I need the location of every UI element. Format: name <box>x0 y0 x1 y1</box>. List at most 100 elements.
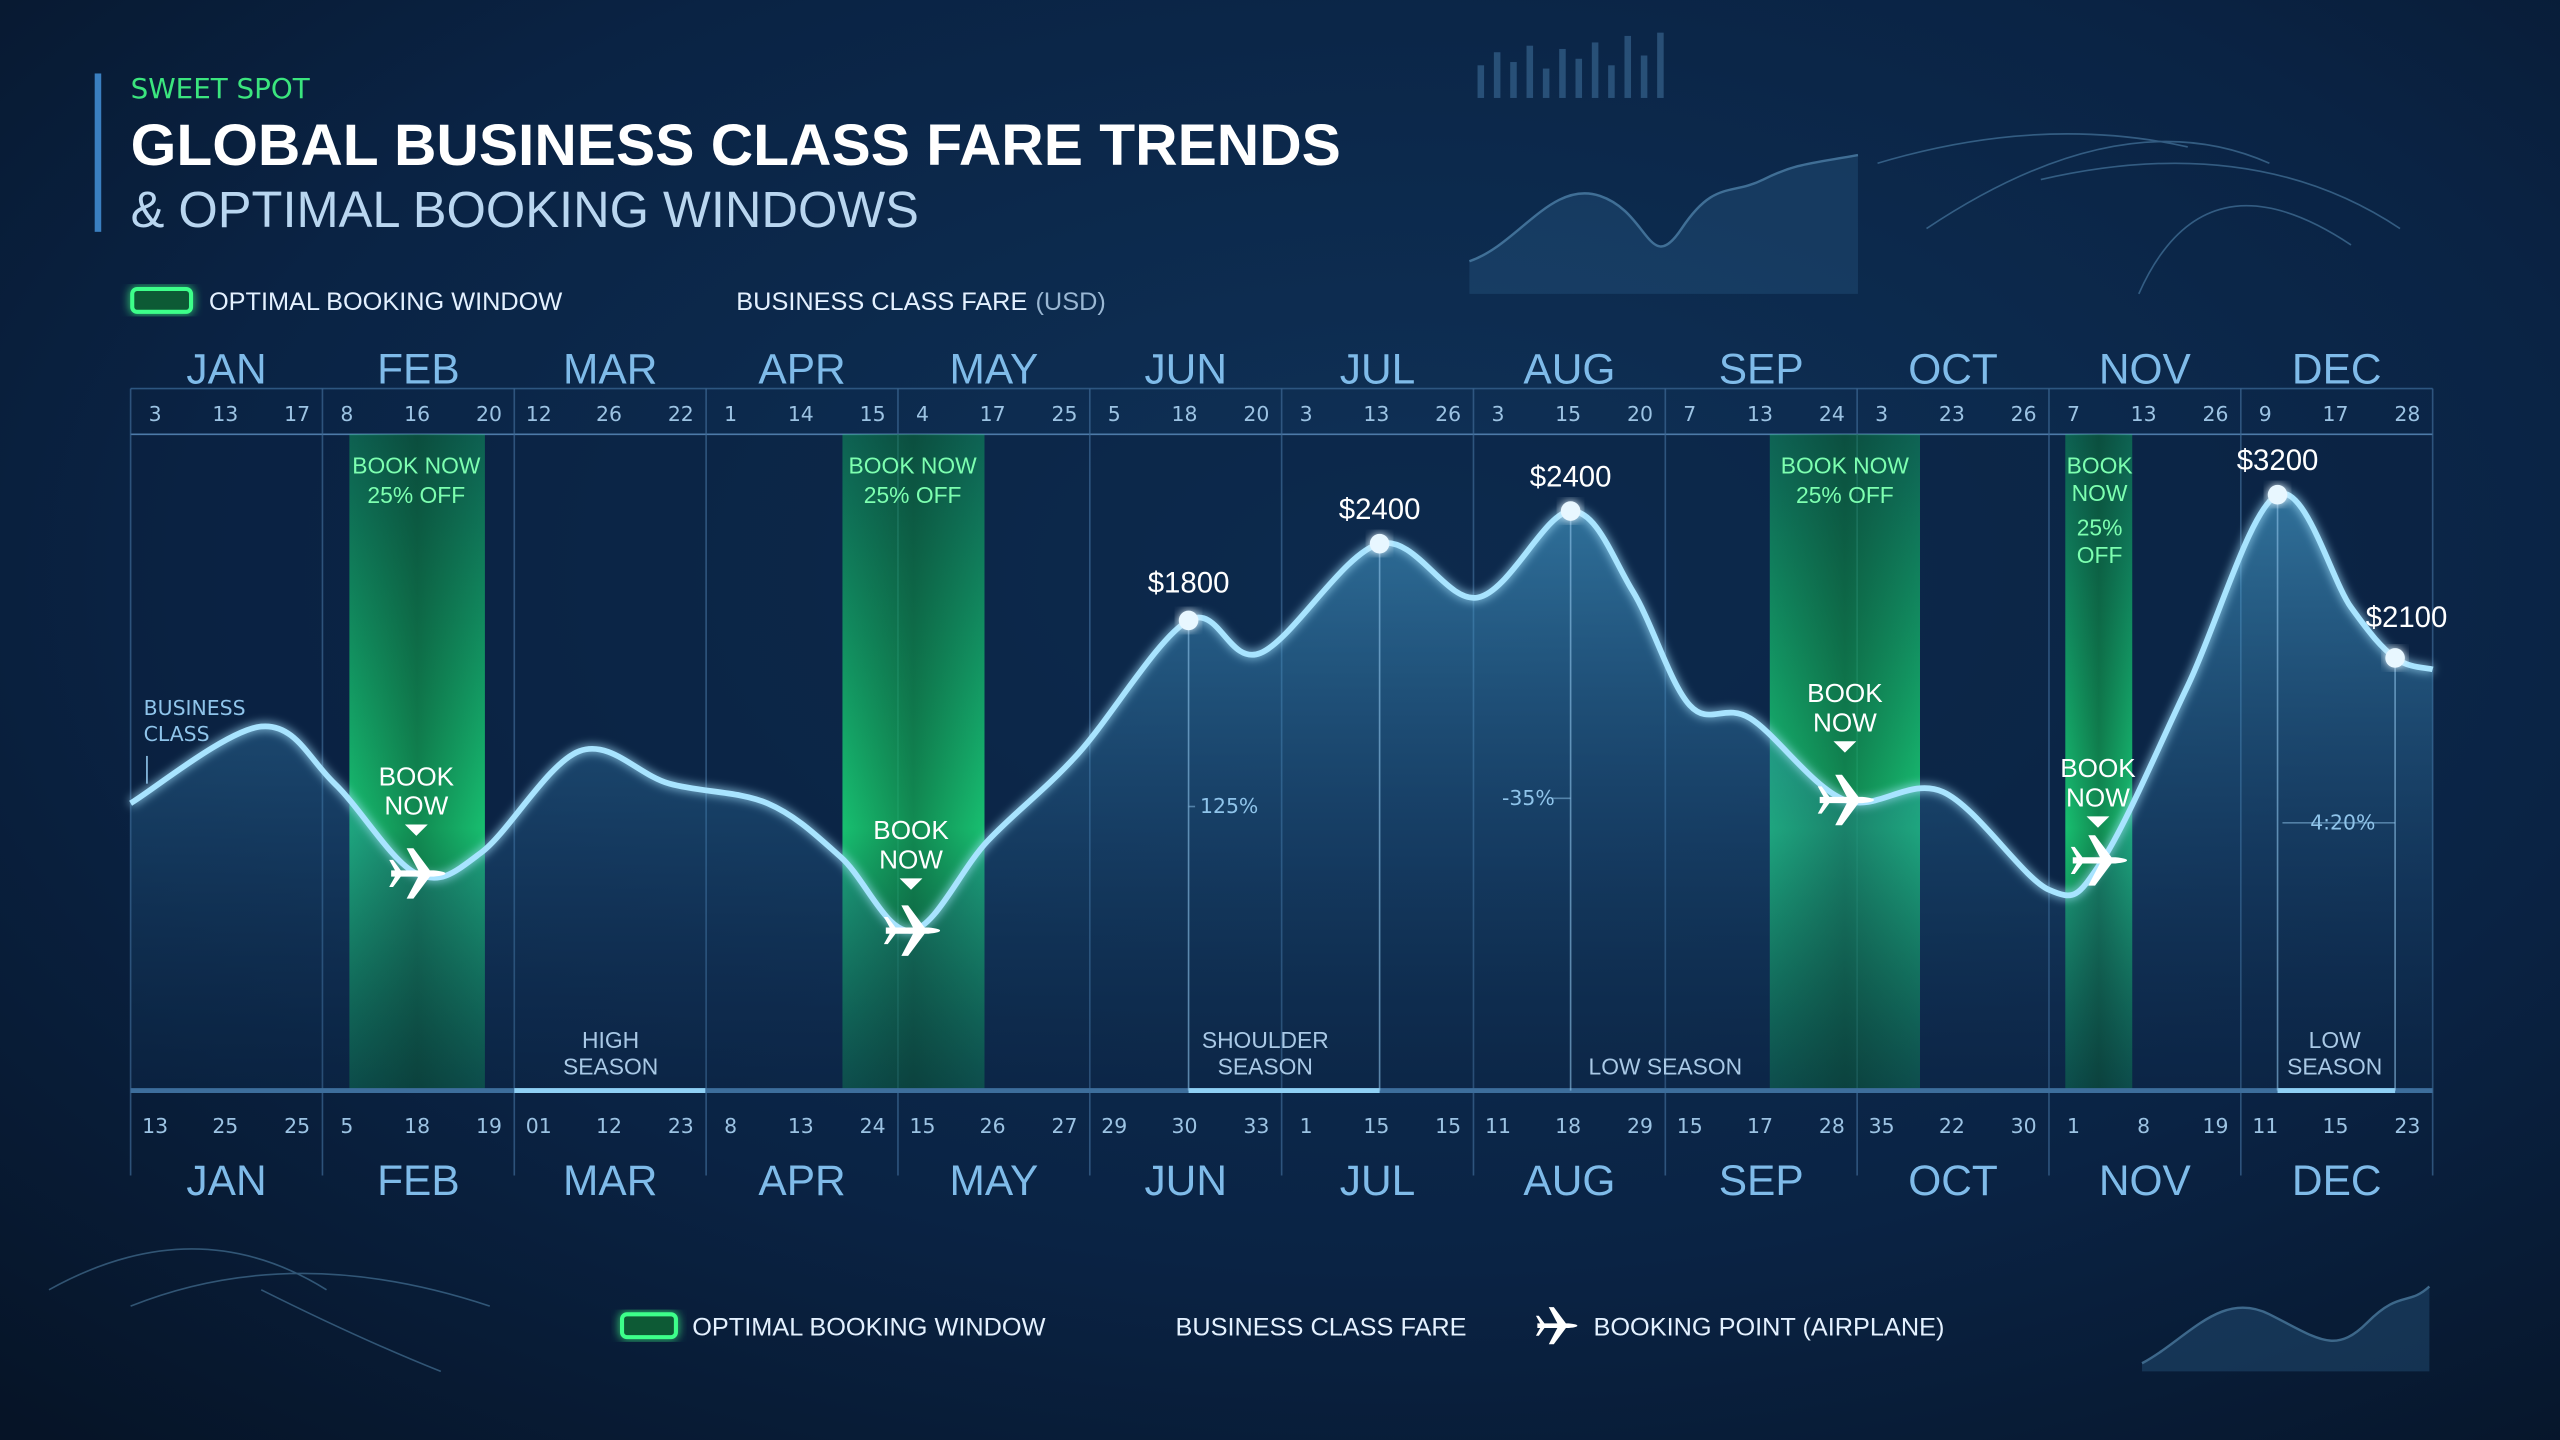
month-label-top: OCT <box>1908 346 1998 393</box>
booking-marker-arrow <box>2086 816 2110 828</box>
day-label-bottom: 33 <box>1243 1114 1269 1138</box>
booking-marker-label: NOW <box>1813 707 1877 737</box>
day-label-top: 1 <box>724 402 737 426</box>
title: GLOBAL BUSINESS CLASS FARE TRENDS <box>131 113 1341 178</box>
month-label-bottom: FEB <box>377 1157 460 1204</box>
decor-bottom-chart <box>2141 1285 2431 1372</box>
day-label-bottom: 8 <box>2137 1114 2150 1138</box>
fare-point <box>1369 533 1390 554</box>
booking-marker-label: NOW <box>879 845 943 875</box>
day-label-bottom: 1 <box>1300 1114 1313 1138</box>
day-label-bottom: 30 <box>1172 1114 1198 1138</box>
window-label: BOOK NOW <box>352 452 481 478</box>
month-label-bottom: MAR <box>563 1157 657 1204</box>
month-label-bottom: JUN <box>1144 1157 1227 1204</box>
day-label-bottom: 1 <box>2067 1114 2080 1138</box>
day-label-top: 15 <box>860 402 886 426</box>
day-label-top: 18 <box>1172 402 1198 426</box>
day-label-bottom: 30 <box>2011 1114 2037 1138</box>
curve-note: -35% <box>1502 786 1555 810</box>
day-label-bottom: 15 <box>1363 1114 1389 1138</box>
window-label: 25% <box>2077 515 2123 541</box>
day-label-top: 16 <box>404 402 430 426</box>
day-label-top: 3 <box>1491 402 1504 426</box>
day-label-top: 3 <box>1875 402 1888 426</box>
day-label-top: 8 <box>340 402 353 426</box>
day-label-top: 26 <box>596 402 622 426</box>
month-label-bottom: APR <box>758 1157 845 1204</box>
day-label-top: 4 <box>916 402 929 426</box>
fare-point <box>1178 610 1199 631</box>
day-label-top: 17 <box>980 402 1006 426</box>
curve-note: 125% <box>1200 794 1258 818</box>
day-label-bottom: 18 <box>404 1114 430 1138</box>
day-label-bottom: 12 <box>596 1114 622 1138</box>
day-label-bottom: 15 <box>909 1114 935 1138</box>
day-label-bottom: 25 <box>212 1114 238 1138</box>
day-label-bottom: 29 <box>1101 1114 1127 1138</box>
window-label: 25% OFF <box>1796 482 1894 508</box>
booking-marker-label: BOOK <box>873 815 949 845</box>
day-label-top: 20 <box>476 402 502 426</box>
month-label-bottom: JUL <box>1340 1157 1415 1204</box>
window-label: NOW <box>2072 480 2128 506</box>
fare-point <box>2385 648 2405 668</box>
day-label-top: 28 <box>2394 402 2420 426</box>
month-label-top: AUG <box>1523 346 1615 393</box>
day-label-top: 13 <box>1747 402 1773 426</box>
kicker: SWEET SPOT <box>131 72 311 105</box>
legend-fare-label: BUSINESS CLASS FARE (USD) <box>736 288 1105 316</box>
month-label-top: SEP <box>1719 346 1804 393</box>
window-label: BOOK NOW <box>849 452 978 478</box>
fare-label: $3200 <box>2237 444 2319 477</box>
legend-window-label: OPTIMAL BOOKING WINDOW <box>209 288 562 316</box>
day-label-top: 26 <box>1435 402 1461 426</box>
season-label: LOW SEASON <box>1589 1053 1743 1079</box>
booking-marker-label: BOOK <box>1807 678 1883 708</box>
window-label: 25% OFF <box>367 482 465 508</box>
day-label-top: 23 <box>1939 402 1965 426</box>
fare-point <box>1560 501 1581 521</box>
month-label-bottom: JAN <box>186 1157 266 1204</box>
day-label-bottom: 27 <box>1052 1114 1078 1138</box>
fare-label: $2400 <box>1339 493 1421 526</box>
day-label-bottom: 18 <box>1555 1114 1581 1138</box>
day-label-bottom: 23 <box>2394 1114 2420 1138</box>
day-label-bottom: 13 <box>788 1114 814 1138</box>
day-label-bottom: 13 <box>142 1114 168 1138</box>
window-label: BOOK <box>2067 452 2133 478</box>
day-label-top: 13 <box>212 402 238 426</box>
booking-marker-arrow <box>1833 741 1857 753</box>
chart-layer: OPTIMAL BOOKING WINDOW BUSINESS CLASS FAR… <box>129 286 2448 1345</box>
legend-fare-text: BUSINESS CLASS FARE <box>736 288 1027 316</box>
day-label-top: 12 <box>526 402 552 426</box>
month-label-top: MAR <box>563 346 657 393</box>
day-label-bottom: 15 <box>2323 1114 2349 1138</box>
curve-note: 4:20% <box>2310 810 2375 834</box>
month-label-bottom: NOV <box>2099 1157 2192 1204</box>
subtitle: & OPTIMAL BOOKING WINDOWS <box>131 181 919 238</box>
season-label: HIGH <box>582 1027 639 1053</box>
day-label-bottom: 11 <box>2252 1114 2278 1138</box>
month-label-bottom: DEC <box>2292 1157 2382 1204</box>
month-label-top: JUL <box>1340 346 1415 393</box>
legend-fare-label: BUSINESS CLASS FARE <box>1176 1314 1467 1342</box>
booking-marker-label: NOW <box>2066 783 2130 813</box>
axis-note: CLASS <box>144 722 210 746</box>
month-label-bottom: OCT <box>1908 1157 1998 1204</box>
day-label-bottom: 25 <box>284 1114 310 1138</box>
season-label: SEASON <box>2287 1053 2382 1079</box>
day-label-top: 9 <box>2259 402 2272 426</box>
day-label-bottom: 15 <box>1677 1114 1703 1138</box>
fare-label: $2100 <box>2366 601 2448 634</box>
day-label-top: 20 <box>1627 402 1653 426</box>
season-label: LOW <box>2309 1027 2361 1053</box>
day-label-top: 13 <box>1363 402 1389 426</box>
month-label-top: NOV <box>2099 346 2192 393</box>
decor-top-chart <box>1468 32 1859 294</box>
window-label: OFF <box>2077 542 2123 568</box>
month-label-top: JUN <box>1144 346 1227 393</box>
booking-marker-arrow <box>899 878 923 890</box>
